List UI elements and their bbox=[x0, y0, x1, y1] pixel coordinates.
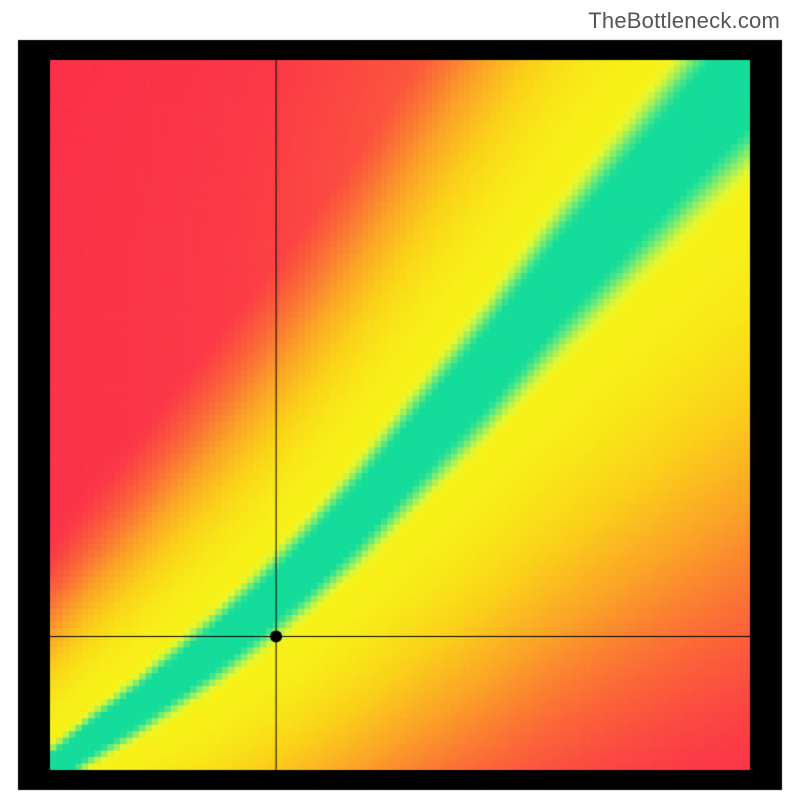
chart-container: TheBottleneck.com bbox=[0, 0, 800, 800]
bottleneck-heatmap-canvas bbox=[0, 0, 800, 800]
source-attribution: TheBottleneck.com bbox=[588, 8, 780, 34]
